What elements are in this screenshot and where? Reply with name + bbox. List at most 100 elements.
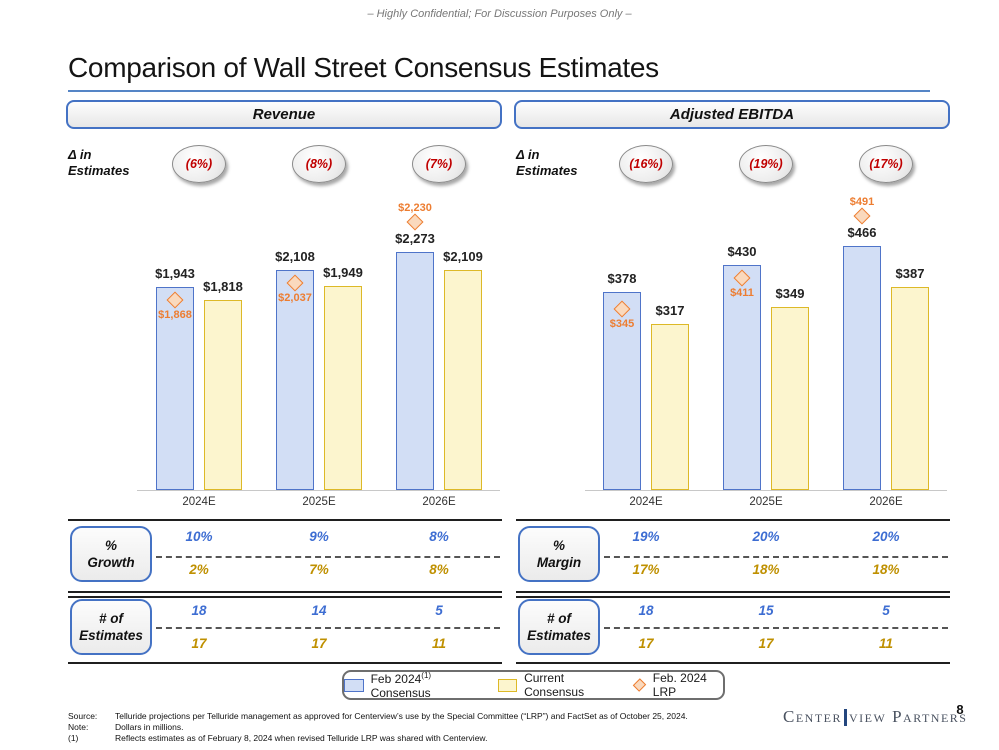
note-line: Note: Dollars in millions. (68, 722, 184, 732)
bar-value-label: $1,949 (323, 265, 363, 280)
stat-table-bottom-line (516, 591, 950, 593)
bar-feb-2024-consensus (603, 292, 641, 490)
legend-item-feb-2024-consensus: Feb 2024(1) Consensus (344, 671, 480, 700)
category-label: 2024E (182, 496, 216, 508)
stat-table-top-line (516, 596, 950, 598)
legend-item-feb-2024-lrp: Feb. 2024 LRP (632, 671, 723, 699)
stat-table-bottom-line (68, 662, 502, 664)
footnote-line: (1) Reflects estimates as of February 8,… (68, 733, 488, 743)
stat-table-dashed-divider (604, 556, 948, 558)
page-title: Comparison of Wall Street Consensus Esti… (68, 52, 659, 83)
stat-value-current: 17% (632, 562, 660, 577)
diamond-marker-icon (632, 678, 647, 692)
stat-value-current: 17 (191, 636, 207, 651)
stat-table-dashed-divider (604, 627, 948, 629)
lrp-value-label: $345 (609, 318, 635, 330)
bar-feb-2024-consensus (156, 287, 194, 490)
chart-legend: Feb 2024(1) Consensus Current Consensus … (342, 670, 725, 700)
delta-oval: (7%) (412, 145, 466, 183)
bar-feb-2024-consensus (843, 246, 881, 490)
bar-current-consensus (651, 324, 689, 490)
delta-oval: (8%) (292, 145, 346, 183)
bar-current-consensus (444, 270, 482, 490)
stat-value-feb-2024: 5 (435, 603, 443, 618)
stat-value-feb-2024: 10% (185, 529, 213, 544)
delta-oval: (17%) (859, 145, 913, 183)
stat-value-feb-2024: 19% (632, 529, 660, 544)
stat-value-current: 17 (311, 636, 327, 651)
confidentiality-banner: – Highly Confidential; For Discussion Pu… (367, 8, 632, 20)
lrp-value-label: $491 (849, 196, 875, 208)
x-axis-line (585, 490, 947, 491)
bar-current-consensus (204, 300, 242, 490)
centerview-partners-logo: Center view Partners (783, 707, 968, 726)
panel-header-revenue: Revenue (66, 100, 502, 129)
stat-value-feb-2024: 20% (872, 529, 900, 544)
stat-value-feb-2024: 8% (429, 529, 449, 544)
stat-table-bottom-line (68, 591, 502, 593)
category-label: 2024E (629, 496, 663, 508)
panel-title-adjusted-ebitda: Adjusted EBITDA (669, 106, 795, 123)
stat-value-feb-2024: 5 (882, 603, 890, 618)
footnotes: Source: Telluride projections per Tellur… (68, 711, 758, 744)
stat-value-current: 8% (429, 562, 449, 577)
bar-feb-2024-consensus (723, 265, 761, 490)
footnote-marker: (1) (421, 670, 432, 680)
bar-current-consensus (771, 307, 809, 490)
stat-label-box: # of Estimates (70, 599, 152, 655)
lrp-diamond-icon (406, 213, 424, 231)
blue-bar-swatch-icon (344, 678, 364, 692)
panel-header-adjusted-ebitda: Adjusted EBITDA (514, 100, 950, 129)
stat-table-bottom-line (516, 662, 950, 664)
stat-label-box: % Margin (518, 526, 600, 582)
stat-table-top-line (68, 519, 502, 521)
bar-value-label: $387 (895, 266, 925, 281)
bar-feb-2024-consensus (276, 270, 314, 490)
stat-value-current: 17 (638, 636, 654, 651)
stat-value-feb-2024: 18 (191, 603, 207, 618)
stat-value-current: 17 (758, 636, 774, 651)
delta-oval: (19%) (739, 145, 793, 183)
stat-label-box: % Growth (70, 526, 152, 582)
stat-value-current: 11 (878, 636, 893, 651)
stat-value-feb-2024: 20% (752, 529, 780, 544)
bar-value-label: $1,818 (203, 279, 243, 294)
stat-table-dashed-divider (156, 627, 500, 629)
legend-item-current-consensus: Current Consensus (497, 671, 615, 699)
lrp-value-label: $2,037 (278, 292, 312, 304)
bar-value-label: $2,108 (275, 249, 315, 264)
lrp-value-label: $2,230 (398, 202, 432, 214)
lrp-value-label: $411 (730, 287, 754, 299)
stat-value-feb-2024: 9% (309, 529, 329, 544)
stat-value-feb-2024: 15 (758, 603, 774, 618)
page-number: 8 (956, 702, 964, 717)
category-label: 2025E (749, 496, 783, 508)
bar-current-consensus (324, 286, 362, 490)
category-label: 2026E (869, 496, 903, 508)
stat-table-top-line (516, 519, 950, 521)
delta-in-estimates-label-revenue: Δ in Estimates (68, 147, 130, 178)
stat-table-top-line (68, 596, 502, 598)
category-label: 2026E (422, 496, 456, 508)
x-axis-line (137, 490, 500, 491)
stat-value-current: 18% (752, 562, 780, 577)
delta-oval: (6%) (172, 145, 226, 183)
bar-value-label: $2,109 (443, 249, 483, 264)
bar-value-label: $430 (727, 244, 757, 259)
bar-value-label: $2,273 (395, 231, 435, 246)
bar-current-consensus (891, 287, 929, 490)
bar-value-label: $378 (607, 271, 637, 286)
stat-value-current: 7% (309, 562, 329, 577)
stat-value-current: 2% (189, 562, 209, 577)
bar-value-label: $466 (847, 225, 877, 240)
panel-title-revenue: Revenue (252, 106, 316, 123)
stat-label-box: # of Estimates (518, 599, 600, 655)
lrp-value-label: $1,868 (158, 309, 192, 321)
stat-value-feb-2024: 18 (638, 603, 654, 618)
yellow-bar-swatch-icon (497, 678, 518, 692)
logo-divider-bar (844, 708, 847, 726)
bar-value-label: $349 (775, 286, 805, 301)
bar-value-label: $317 (655, 303, 685, 318)
source-line: Source: Telluride projections per Tellur… (68, 711, 688, 721)
stat-value-current: 11 (431, 636, 446, 651)
